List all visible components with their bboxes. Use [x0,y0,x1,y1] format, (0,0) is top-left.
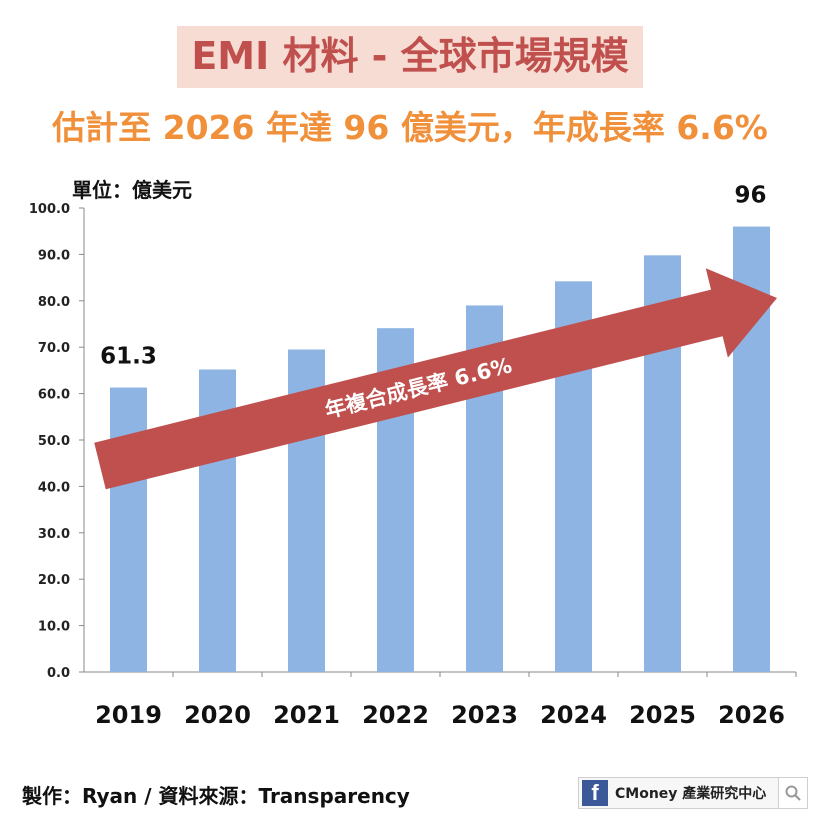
brand-badge[interactable]: f CMoney 產業研究中心 [578,777,808,809]
y-tick-label: 20.0 [38,573,70,588]
y-tick-label: 10.0 [38,620,70,635]
bar-chart: 0.0 10.0 20.0 30.0 40.0 50.0 60.0 70.0 80.0 90.0 1… [29,183,797,729]
y-tick-label: 40.0 [38,480,70,495]
y-tick-label: 70.0 [38,341,70,356]
x-tick-label: 2021 [273,701,340,729]
bar-2019 [110,387,147,672]
data-label: 61.3 [100,344,157,370]
x-tick-label: 2025 [629,701,696,729]
facebook-icon: f [582,780,608,806]
growth-arrow: 年複合成長率 6.6% [94,268,777,490]
y-tick-label: 50.0 [38,434,70,449]
growth-arrow-shape [94,268,777,490]
x-tick-label: 2022 [362,701,429,729]
x-tick-label: 2019 [95,701,162,729]
search-icon[interactable] [778,778,807,808]
chart-title: EMI 材料 - 全球市場規模 [177,26,643,88]
brand-name: CMoney 產業研究中心 [615,786,767,802]
y-tick-label: 60.0 [38,388,70,403]
unit-label: 單位：億美元 [72,178,192,202]
data-label: 96 [734,183,766,209]
x-tick-label: 2024 [540,701,607,729]
x-tick-label: 2023 [451,701,518,729]
x-tick-label: 2020 [184,701,251,729]
chart-subtitle: 估計至 2026 年達 96 億美元，年成長率 6.6% [52,108,768,147]
source-credit: 製作：Ryan / 資料來源：Transparency [22,784,410,808]
y-tick-label: 80.0 [38,295,70,310]
y-tick-label: 100.0 [29,202,70,217]
y-tick-label: 30.0 [38,527,70,542]
x-tick-label: 2026 [718,701,785,729]
y-tick-label: 90.0 [38,248,70,263]
title-wrap: EMI 材料 - 全球市場規模 [0,26,820,88]
y-tick-label: 0.0 [47,666,70,681]
